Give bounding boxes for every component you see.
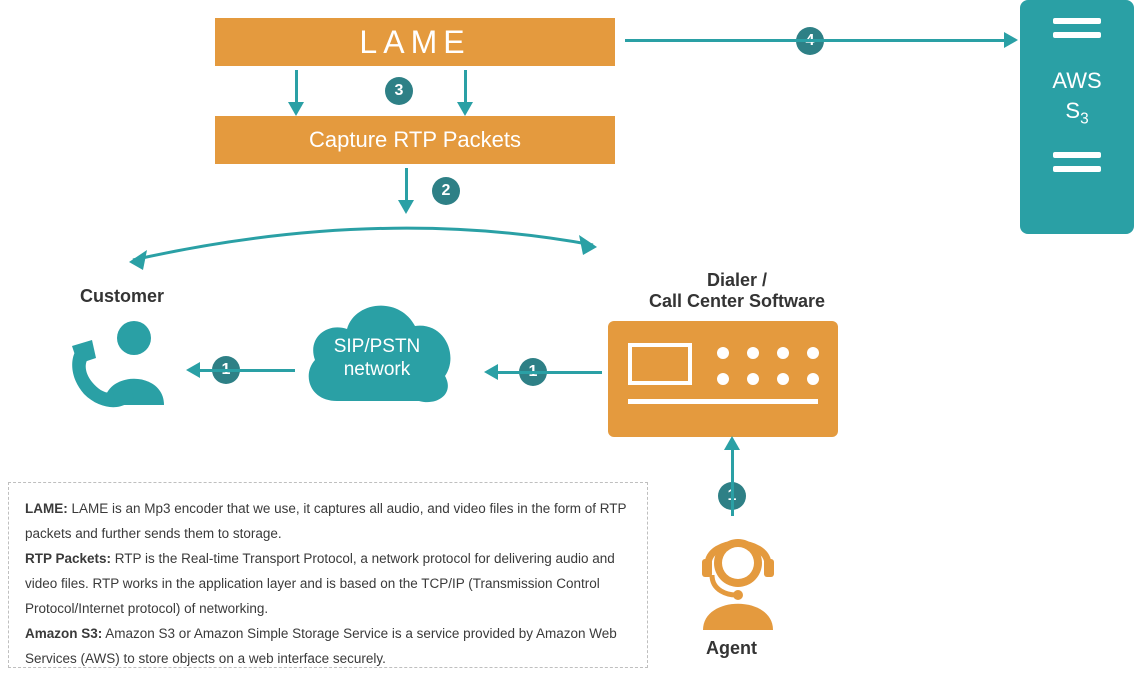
- aws-stripe-icon: [1053, 152, 1101, 158]
- agent-icon: [688, 525, 788, 640]
- dialer-label-line2: Call Center Software: [637, 291, 837, 312]
- desc-item: Amazon S3: Amazon S3 or Amazon Simple St…: [25, 622, 631, 672]
- sip-label-1: SIP/PSTN: [297, 336, 457, 359]
- aws-stripe-icon: [1053, 166, 1101, 172]
- desc-term: LAME:: [25, 501, 68, 516]
- desc-text: LAME is an Mp3 encoder that we use, it c…: [25, 501, 626, 541]
- customer-icon: [68, 310, 178, 425]
- dialer-server-box: [608, 321, 838, 437]
- agent-label: Agent: [706, 638, 757, 659]
- aws-s3-box: AWS S3: [1020, 0, 1134, 234]
- server-icon: [608, 321, 838, 437]
- dialer-label: Dialer / Call Center Software: [637, 270, 837, 312]
- desc-term: RTP Packets:: [25, 551, 111, 566]
- desc-text: Amazon S3 or Amazon Simple Storage Servi…: [25, 626, 617, 666]
- aws-stripe-icon: [1053, 32, 1101, 38]
- desc-term: Amazon S3:: [25, 626, 102, 641]
- step-badge-2: 2: [432, 177, 460, 205]
- lame-box: LAME: [215, 18, 615, 66]
- aws-label-sub: 3: [1080, 110, 1089, 127]
- step-badge-3: 3: [385, 77, 413, 105]
- desc-text: RTP is the Real-time Transport Protocol,…: [25, 551, 615, 616]
- desc-item: RTP Packets: RTP is the Real-time Transp…: [25, 547, 631, 622]
- sip-cloud: SIP/PSTN network: [297, 286, 457, 416]
- description-box: LAME: LAME is an Mp3 encoder that we use…: [8, 482, 648, 668]
- customer-label: Customer: [80, 286, 164, 307]
- aws-stripe-icon: [1053, 18, 1101, 24]
- aws-label-1: AWS: [1020, 68, 1134, 94]
- aws-label-2: S: [1065, 98, 1080, 123]
- rtp-box: Capture RTP Packets: [215, 116, 615, 164]
- desc-item: LAME: LAME is an Mp3 encoder that we use…: [25, 497, 631, 547]
- sip-label-2: network: [297, 359, 457, 382]
- rtp-label: Capture RTP Packets: [309, 127, 521, 153]
- lame-label: LAME: [359, 24, 470, 61]
- dialer-label-line1: Dialer /: [637, 270, 837, 291]
